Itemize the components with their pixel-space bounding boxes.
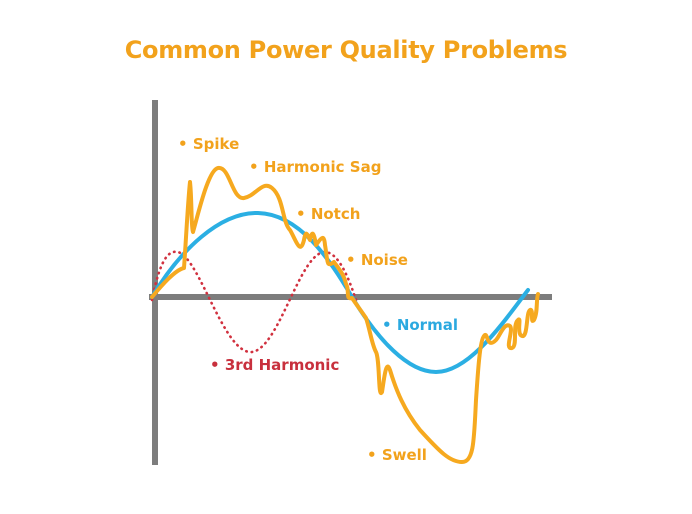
noise-bullet: • [346,251,356,269]
diagram-title: Common Power Quality Problems [124,36,568,64]
harmonic-sag-label: • Harmonic Sag [249,158,381,176]
swell-text: Swell [381,446,427,464]
swell-label: • Swell [367,446,427,464]
normal-label: • Normal [382,316,458,334]
normal-text: Normal [396,316,458,334]
spike-label: • Spike [178,135,239,153]
notch-label: • Notch [296,205,360,223]
third-harmonic-label: • 3rd Harmonic [210,356,339,374]
notch-bullet: • [296,205,306,223]
third-harmonic-wave [150,250,358,354]
notch-text: Notch [310,205,361,223]
third-harmonic-text: 3rd Harmonic [224,356,340,374]
normal-bullet: • [382,316,392,334]
harmonic-sag-bullet: • [249,158,259,176]
spike-text: Spike [192,135,240,153]
noise-text: Noise [360,251,408,269]
swell-bullet: • [367,446,377,464]
third-harmonic-bullet: • [210,356,220,374]
noise-label: • Noise [346,251,408,269]
distorted-wave [150,166,540,464]
normal-wave [150,210,530,375]
harmonic-sag-text: Harmonic Sag [263,158,382,176]
spike-bullet: • [178,135,188,153]
